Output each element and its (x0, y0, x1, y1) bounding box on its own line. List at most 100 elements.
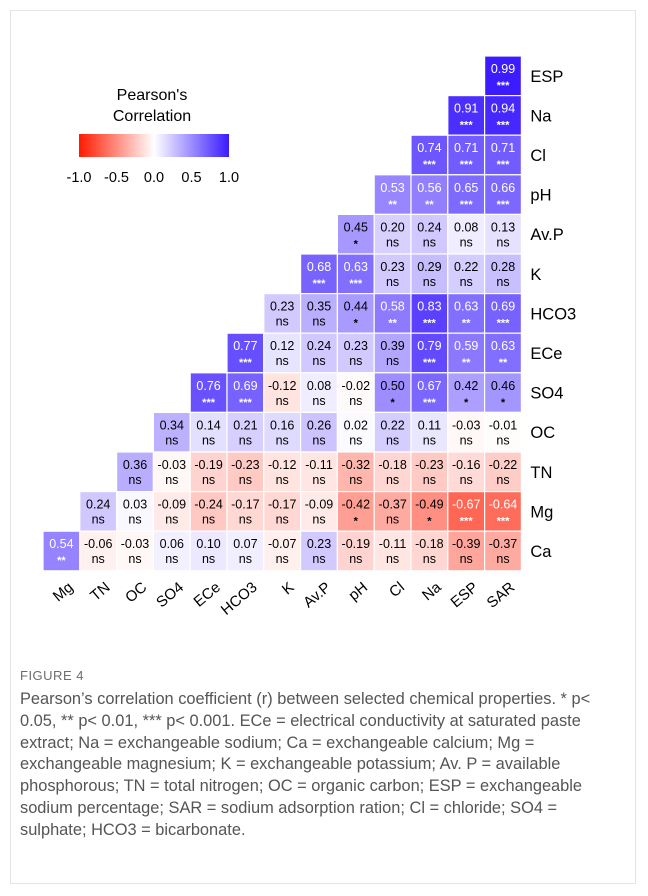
heatmap-cell-fill (152, 411, 191, 453)
cell-significance-label: ns (239, 433, 252, 447)
cell-significance-label: *** (423, 159, 437, 171)
cell-significance-label: ns (496, 433, 509, 447)
cell-value-label: 0.23 (270, 300, 294, 314)
cell-significance-label: ns (423, 552, 436, 566)
heatmap-cell-fill (410, 174, 449, 216)
cell-value-label: -0.03 (121, 537, 150, 551)
cell-value-label: 0.23 (380, 260, 404, 274)
cell-significance-label: *** (349, 278, 363, 290)
cell-significance-label: ns (312, 513, 325, 527)
cell-significance-label: ns (423, 473, 436, 487)
cell-value-label: 0.83 (417, 300, 441, 314)
heatmap-cell-fill (484, 530, 523, 572)
column-label: Cl (386, 579, 408, 601)
heatmap-cell-fill (373, 213, 412, 255)
figure-label: FIGURE 4 (20, 668, 84, 683)
cell-significance-label: *** (497, 120, 511, 132)
cell-value-label: -0.07 (268, 537, 297, 551)
cell-value-label: -0.42 (342, 498, 371, 512)
heatmap-cell: 0.67 *** (410, 372, 449, 413)
heatmap-cell-fill (447, 293, 486, 334)
cell-significance-label: ns (128, 552, 141, 566)
cell-significance-label: ns (496, 552, 509, 566)
row-label: HCO3 (530, 305, 576, 323)
column-label: ESP (448, 579, 482, 611)
cell-value-label: 0.94 (491, 102, 515, 116)
cell-significance-label: *** (239, 397, 253, 409)
cell-significance-label: * (354, 318, 359, 330)
heatmap-cell-fill (115, 530, 154, 572)
heatmap-cell-fill (263, 332, 302, 374)
cell-value-label: 0.67 (417, 379, 441, 393)
cell-value-label: 0.12 (270, 339, 294, 353)
heatmap-cell-fill (447, 451, 486, 493)
cell-value-label: 0.34 (160, 418, 184, 432)
cell-value-label: 0.77 (233, 339, 257, 353)
cell-value-label: 0.42 (454, 379, 478, 393)
cell-value-label: -0.11 (305, 458, 333, 472)
row-label: SO4 (530, 385, 563, 403)
heatmap-cell-fill (300, 411, 339, 453)
heatmap-cell: 0.56 ** (410, 174, 449, 216)
heatmap-cell-fill (79, 491, 118, 532)
cell-value-label: -0.32 (342, 458, 371, 472)
cell-value-label: 0.08 (307, 379, 331, 393)
heatmap-cell: 0.50 * (373, 372, 412, 413)
cell-value-label: 0.74 (417, 141, 441, 155)
cell-value-label: 0.59 (454, 339, 478, 353)
heatmap-cell-fill (447, 491, 486, 532)
heatmap-cell-fill (152, 530, 191, 572)
heatmap-cell: 0.76 *** (189, 372, 228, 413)
figure-caption: Pearson’s correlation coefficient (r) be… (20, 690, 591, 839)
column-label: SAR (484, 579, 519, 612)
cell-significance-label: ns (312, 315, 325, 329)
cell-value-label: 0.63 (491, 339, 515, 353)
cell-value-label: -0.17 (231, 498, 260, 512)
row-label: OC (530, 424, 555, 442)
heatmap-cell-fill (336, 332, 375, 374)
cell-significance-label: ns (349, 473, 362, 487)
heatmap-cell-fill (115, 491, 154, 532)
heatmap-cell-fill (373, 174, 412, 216)
heatmap-cell-fill (484, 94, 523, 136)
heatmap-cell: 0.63 ** (484, 332, 523, 374)
legend-tick-label: -1.0 (67, 170, 92, 186)
cell-significance-label: *** (423, 397, 437, 409)
heatmap-cell-fill (226, 530, 265, 572)
heatmap-cell-fill (300, 293, 339, 334)
cell-significance-label: ns (276, 473, 289, 487)
cell-significance-label: ns (423, 235, 436, 249)
cell-value-label: 0.91 (454, 102, 478, 116)
cell-significance-label: ns (460, 275, 473, 289)
cell-value-label: 0.76 (196, 379, 220, 393)
heatmap-cell: 0.99 *** (484, 55, 523, 97)
cell-value-label: -0.39 (452, 537, 481, 551)
cell-significance-label: ns (349, 354, 362, 368)
cell-significance-label: *** (423, 318, 437, 330)
cell-significance-label: ns (386, 354, 399, 368)
cell-value-label: 0.69 (491, 300, 515, 314)
column-label: SO4 (153, 579, 187, 611)
cell-significance-label: ns (386, 275, 399, 289)
heatmap-cell: -0.49 * (410, 491, 449, 532)
heatmap-cell-fill (263, 530, 302, 572)
cell-value-label: 0.71 (454, 141, 478, 155)
cell-significance-label: *** (497, 199, 511, 211)
cell-significance-label: ns (276, 552, 289, 566)
cell-value-label: -0.17 (268, 498, 297, 512)
